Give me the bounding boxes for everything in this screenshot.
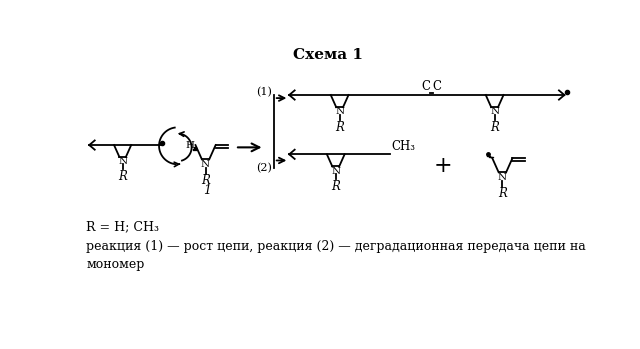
Text: R: R — [118, 170, 127, 183]
Text: R: R — [498, 187, 507, 200]
Text: R: R — [490, 121, 499, 134]
Text: CH₃: CH₃ — [392, 140, 415, 153]
Text: N: N — [498, 173, 507, 182]
Text: Схема 1: Схема 1 — [293, 48, 363, 62]
Text: R: R — [332, 180, 340, 193]
Text: +: + — [433, 155, 452, 177]
Text: C: C — [421, 81, 430, 94]
Text: 1: 1 — [203, 184, 211, 196]
Text: реакция (1) — рост цепи, реакция (2) — деградационная передача цепи на: реакция (1) — рост цепи, реакция (2) — д… — [86, 240, 586, 253]
Text: R = H; CH₃: R = H; CH₃ — [86, 221, 159, 233]
Text: (2): (2) — [257, 163, 272, 173]
Text: C: C — [432, 81, 441, 94]
Text: R: R — [201, 174, 210, 187]
Text: (1): (1) — [257, 87, 272, 97]
Text: H: H — [186, 141, 195, 150]
Text: N: N — [201, 160, 210, 169]
Text: мономер: мономер — [86, 258, 145, 271]
Text: N: N — [331, 167, 340, 176]
Text: N: N — [335, 107, 344, 117]
Text: R: R — [335, 121, 344, 134]
Text: N: N — [490, 107, 499, 117]
Text: N: N — [118, 157, 127, 166]
